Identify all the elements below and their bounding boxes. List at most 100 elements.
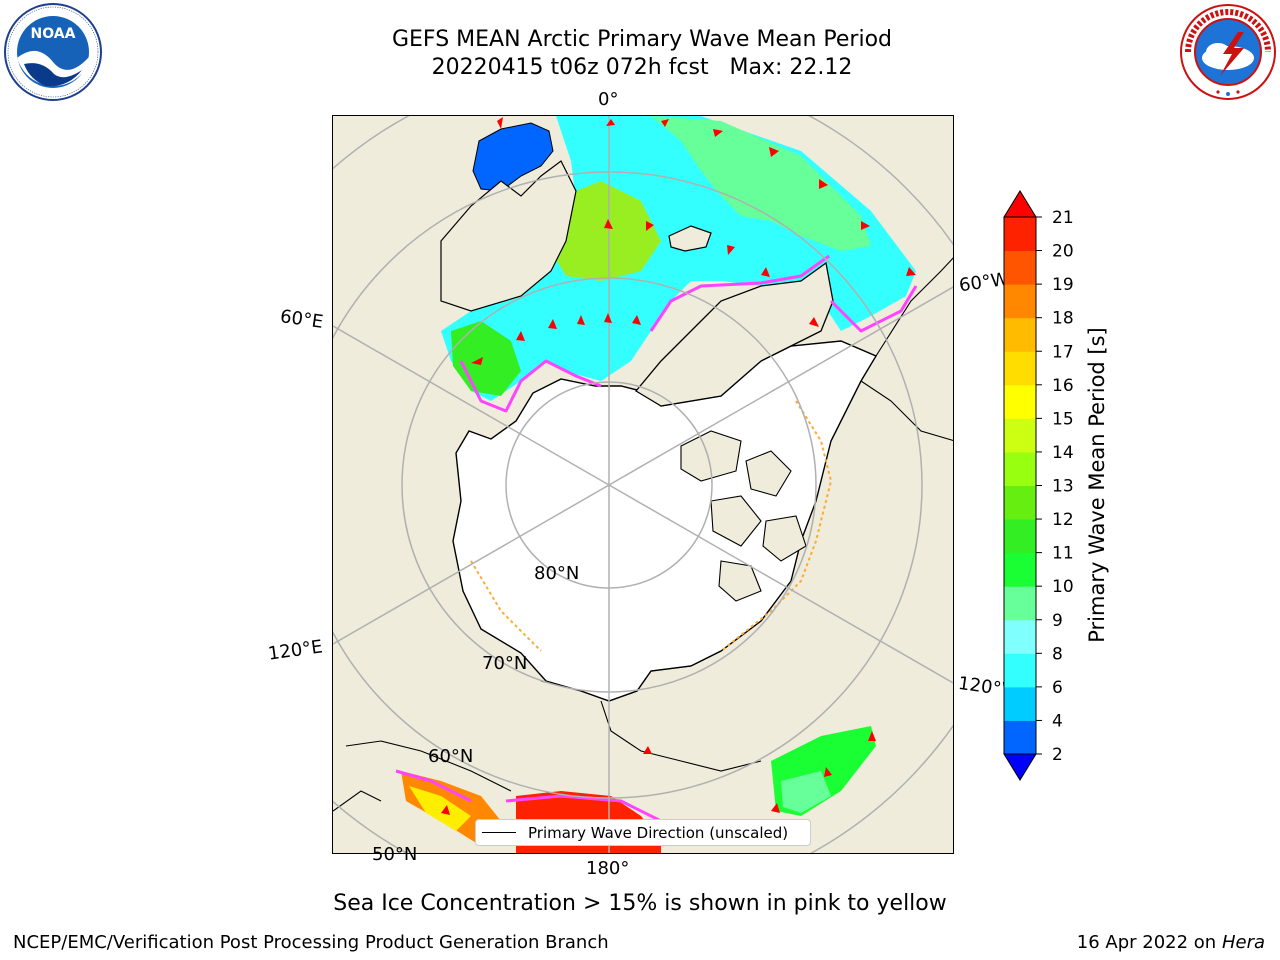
colorbar-bin <box>1004 720 1036 755</box>
colorbar-tick-label: 8 <box>1052 644 1063 664</box>
noaa-logo-icon: NOAA <box>4 3 102 101</box>
colorbar-bin <box>1004 217 1036 252</box>
wave-arrow <box>906 267 916 276</box>
colorbar-tick-label: 18 <box>1052 309 1074 329</box>
colorbar-bin <box>1004 552 1036 587</box>
colorbar-bin <box>1004 284 1036 319</box>
grid-label-lat-50n: 50°N <box>372 844 418 865</box>
wave-arrow <box>643 746 652 754</box>
wave-arrow <box>824 767 832 777</box>
colorbar-label: Primary Wave Mean Period [s] <box>1085 327 1109 643</box>
gridlines <box>333 116 953 853</box>
wave-arrow <box>632 315 641 325</box>
colorbar-bin <box>1004 384 1036 419</box>
polar-map: Primary Wave Direction (unscaled) <box>332 115 954 854</box>
canadian-archipelago <box>680 430 807 602</box>
noaa-logo-text: NOAA <box>31 26 76 42</box>
chart-title: GEFS MEAN Arctic Primary Wave Mean Perio… <box>391 27 892 52</box>
legend-label: Primary Wave Direction (unscaled) <box>528 824 789 842</box>
colorbar-tick-label: 10 <box>1052 577 1074 597</box>
colorbar-bin <box>1004 317 1036 352</box>
okhotsk-yellow <box>409 786 471 831</box>
grid-label-lon-60e: 60°E <box>278 306 325 333</box>
wave-arrow <box>646 221 654 231</box>
colorbar-tick-label: 12 <box>1052 510 1074 530</box>
colorbar-tick-label: 15 <box>1052 409 1074 429</box>
colorbar-bin <box>1004 451 1036 486</box>
wave-arrow <box>809 317 819 327</box>
wave-arrow <box>604 219 613 229</box>
colorbar-bin <box>1004 653 1036 688</box>
colorbar-bin <box>1004 485 1036 520</box>
atlantic-wave-field-green <box>651 116 871 251</box>
wave-arrow <box>769 147 779 157</box>
grid-label-lat-60n: 60°N <box>428 746 474 767</box>
nws-logo-icon <box>1180 4 1276 100</box>
colorbar-bin <box>1004 519 1036 554</box>
wave-arrow <box>661 119 669 127</box>
wave-arrow <box>548 319 557 329</box>
footer-date: 16 Apr 2022 on Hera <box>1077 932 1265 953</box>
wave-arrow <box>727 245 735 255</box>
wave-direction-arrows <box>441 117 916 815</box>
colorbar-extend-max <box>1003 190 1037 218</box>
colorbar-bin <box>1004 686 1036 721</box>
colorbar-tick-label: 17 <box>1052 342 1074 362</box>
legend-line-sample <box>482 832 516 833</box>
grid-label-lon-0: 0° <box>598 89 619 110</box>
colorbar-tick-label: 20 <box>1052 242 1074 262</box>
gridline-lon-120w <box>608 484 953 684</box>
gridline-lon-60e <box>333 325 610 486</box>
colorbar-tick-label: 19 <box>1052 275 1074 295</box>
coastlines <box>333 257 953 812</box>
sea-ice-edge-orange <box>470 400 833 652</box>
colorbar-tick-label: 14 <box>1052 443 1074 463</box>
grid-label-lat-70n: 70°N <box>482 653 528 674</box>
colorbar-bin <box>1004 351 1036 386</box>
colorbar-tick-label: 9 <box>1052 611 1063 631</box>
polar-map-canvas <box>333 116 953 853</box>
grid-label-lon-180: 180° <box>586 858 630 879</box>
wave-arrow <box>604 313 612 323</box>
map-legend: Primary Wave Direction (unscaled) <box>475 819 811 846</box>
wave-arrow <box>819 179 828 189</box>
colorbar-bin <box>1004 418 1036 453</box>
colorbar-extend-min <box>1003 753 1037 781</box>
gridline-lon-60w <box>608 286 953 486</box>
scandinavia <box>440 160 577 312</box>
wave-arrow <box>771 803 780 813</box>
colorbar-bin <box>1004 586 1036 621</box>
wave-arrow <box>577 315 585 325</box>
footer-machine: Hera <box>1221 932 1265 953</box>
colorbar: 2 4 6 8 9 10 11 12 13 14 15 16 17 18 19 20 21 <box>1003 190 1074 781</box>
sea-ice-note: Sea Ice Concentration > 15% is shown in … <box>333 891 947 916</box>
gridline-lon-120e <box>333 484 610 645</box>
wave-arrow <box>761 267 770 277</box>
iceland <box>668 225 712 252</box>
wave-arrow <box>868 731 876 741</box>
colorbar-tick-label: 4 <box>1052 711 1063 731</box>
colorbar-tick-label: 2 <box>1052 745 1063 765</box>
colorbar-tick-label: 13 <box>1052 477 1074 497</box>
grid-label-lat-80n: 80°N <box>534 563 580 584</box>
grid-label-lon-120e: 120°E <box>266 636 324 665</box>
sea-ice-edge <box>395 254 918 823</box>
gulf-of-alaska-light <box>781 771 831 813</box>
wave-arrow <box>441 805 450 815</box>
baltic-sea-field <box>472 122 554 192</box>
colorbar-tick-label: 21 <box>1052 208 1074 228</box>
footer-date-text: 16 Apr 2022 on <box>1076 932 1222 953</box>
wave-arrow <box>471 357 483 365</box>
chart-subtitle: 20220415 t06z 072h fcst Max: 22.12 <box>431 55 853 80</box>
colorbar-tick-label: 11 <box>1052 544 1074 564</box>
wave-arrow <box>713 129 723 137</box>
norwegian-sea-wave-field <box>551 181 661 281</box>
wave-arrow <box>606 119 615 126</box>
wave-arrow <box>497 117 503 129</box>
footer-credit: NCEP/EMC/Verification Post Processing Pr… <box>13 932 609 953</box>
wave-arrow <box>861 221 870 230</box>
colorbar-tick-label: 16 <box>1052 376 1074 396</box>
wave-arrow <box>516 331 525 341</box>
colorbar-tick-label: 6 <box>1052 678 1063 698</box>
colorbar-bin <box>1004 619 1036 654</box>
